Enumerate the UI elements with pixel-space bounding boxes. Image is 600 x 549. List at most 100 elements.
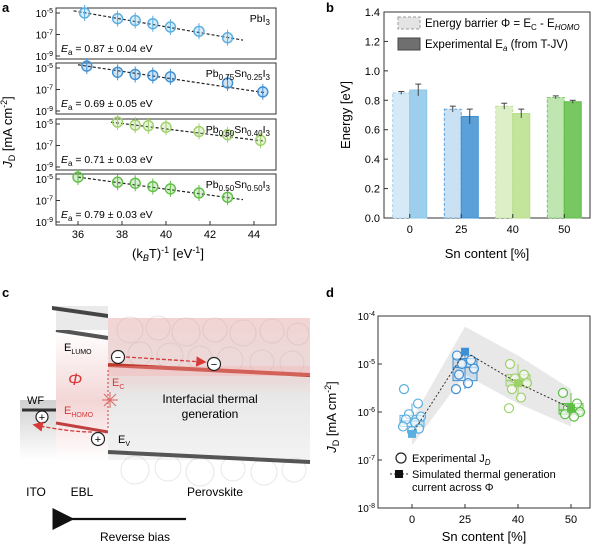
- bar-experimental-0: [409, 89, 428, 219]
- x-tick-label-3: 42: [204, 229, 216, 241]
- x-tick-label-2: 40: [160, 229, 172, 241]
- experimental-point-21: [515, 392, 527, 403]
- data-point-2-3: [160, 121, 172, 133]
- y-tick-label-0-2: 10-9: [36, 51, 53, 63]
- activation-energy-3: Ea = 0.79 ± 0.03 eV: [61, 209, 153, 223]
- legend-text-experimental: Experimental Ea (from T-JV): [425, 39, 568, 53]
- ec-band: [107, 363, 311, 377]
- perovskite-label: Perovskite: [187, 485, 243, 499]
- y-tick-label-1-2: 10-9: [36, 106, 53, 118]
- electron-drift-arrow: [125, 356, 207, 367]
- y-tick-label-3-1: 10-7: [36, 196, 53, 208]
- data-point-1-1: [111, 66, 124, 78]
- bar-experimental-3: [563, 101, 582, 219]
- ec-band-glow: [108, 366, 310, 376]
- legend-text-experimental: Experimental JD: [412, 453, 491, 467]
- ebl-label: EBL: [71, 485, 94, 499]
- y-tick-label-3: 0.6: [365, 125, 380, 137]
- panel-label-b: b: [326, 0, 334, 15]
- data-point-0-5: [193, 25, 205, 37]
- fit-line-0: [73, 10, 244, 41]
- plot-frame: [383, 11, 591, 219]
- interfacial-label-1: Interfacial thermal: [162, 392, 257, 406]
- pvk-electron-left: [110, 349, 126, 365]
- x-tick-label-3: 50: [558, 224, 570, 236]
- experimental-point-1: [412, 398, 424, 409]
- data-point-3-0: [72, 171, 84, 183]
- x-tick-label-2: 40: [512, 514, 524, 526]
- ev-band: [107, 450, 311, 464]
- y-tick-label-3: 10-7: [358, 455, 375, 467]
- fit-line-2: [110, 121, 266, 142]
- elumo-label: ELUMO: [64, 342, 92, 356]
- experimental-point-12: [468, 363, 480, 374]
- panel-c-diagram: WF + ELUMO EHOMO + EV: [20, 306, 311, 544]
- subplot-frame-1: [55, 62, 277, 115]
- x-tick-label-1: 25: [459, 514, 471, 526]
- data-point-0-6: [221, 32, 234, 44]
- elumo-band: [55, 328, 109, 340]
- y-tick-label-2-1: 10-7: [36, 141, 53, 153]
- data-point-3-6: [221, 191, 234, 203]
- y-tick-label-1-0: 10-5: [36, 63, 53, 75]
- x-tick-label-2: 40: [507, 224, 519, 236]
- legend-text-barrier: Energy barrier Φ = EC - EHOMO: [425, 18, 580, 32]
- y-tick-label-1-1: 10-7: [36, 85, 53, 97]
- pvk-electron-left-sign: −: [115, 352, 121, 364]
- panel-d-ylabel: JD [mA cm-2]: [323, 381, 341, 454]
- y-tick-label-6: 1.2: [365, 36, 380, 48]
- data-point-1-6: [257, 86, 269, 98]
- data-point-0-2: [129, 14, 141, 27]
- series-label-2: Pb0.60Sn0.40I3: [206, 124, 271, 138]
- simulation-line: [411, 351, 572, 435]
- x-tick-label-0: 36: [72, 229, 84, 241]
- legend-marker-experimental: [395, 452, 407, 464]
- simulation-point-1: [461, 347, 469, 356]
- experimental-point-0: [398, 383, 410, 395]
- fit-line-1: [77, 64, 266, 94]
- activation-energy-1: Ea = 0.69 ± 0.05 eV: [61, 98, 153, 112]
- legend-text-simulation-2: current across Φ: [412, 482, 494, 494]
- experimental-point-28: [568, 411, 580, 422]
- series-label-3: Pb0.50Sn0.50I3: [206, 179, 271, 193]
- pvk-electron-right-sign: −: [211, 359, 217, 371]
- x-tick-label-1: 38: [116, 229, 128, 241]
- data-point-2-6: [254, 134, 267, 147]
- subplot-frame-2: [55, 118, 277, 171]
- bar-barrier-3: [546, 96, 565, 219]
- ito-label: ITO: [26, 485, 46, 499]
- y-tick-label-4: 0.8: [365, 95, 380, 107]
- panel-label-d: d: [326, 285, 334, 300]
- legend-marker-simulation: [395, 470, 403, 478]
- legend-swatch-experimental: [397, 37, 421, 51]
- y-tick-label-4: 10-8: [358, 503, 375, 515]
- pvk-electron-right: [206, 356, 222, 372]
- bar-barrier-2: [495, 105, 514, 219]
- data-point-0-1: [111, 12, 124, 25]
- bar-barrier-0: [392, 92, 411, 219]
- simulation-point-2: [514, 379, 522, 388]
- panel-b-legend: Energy barrier Φ = EC - EHOMO Experiment…: [397, 16, 580, 53]
- y-axis-label: Energy [eV]: [338, 81, 353, 149]
- series-label-1: Pb0.75Sn0.25I3: [206, 68, 271, 82]
- x-tick-label-3: 50: [565, 514, 577, 526]
- experimental-point-15: [450, 383, 462, 395]
- ev-label: EV: [118, 434, 130, 448]
- y-tick-label-1: 0.2: [365, 184, 380, 196]
- legend-text-simulation-1: Simulated thermal generation: [412, 469, 556, 481]
- panel-a-ylabel: JD [mA cm-2]: [0, 96, 17, 169]
- bar-barrier-1: [443, 108, 462, 219]
- experimental-point-17: [518, 369, 530, 380]
- perovskite-region: [108, 318, 310, 460]
- data-point-2-0: [111, 116, 124, 128]
- panel-label-c: c: [2, 285, 9, 300]
- data-point-1-0: [81, 60, 93, 72]
- simulation-point-0: [408, 429, 416, 438]
- series-label-0: PbI3: [250, 13, 271, 27]
- activation-energy-0: Ea = 0.87 ± 0.04 eV: [61, 43, 153, 57]
- data-point-0-3: [147, 18, 159, 30]
- data-point-2-5: [221, 129, 234, 141]
- ebl-hole: [90, 431, 106, 447]
- x-axis-label: Sn content [%]: [442, 529, 527, 544]
